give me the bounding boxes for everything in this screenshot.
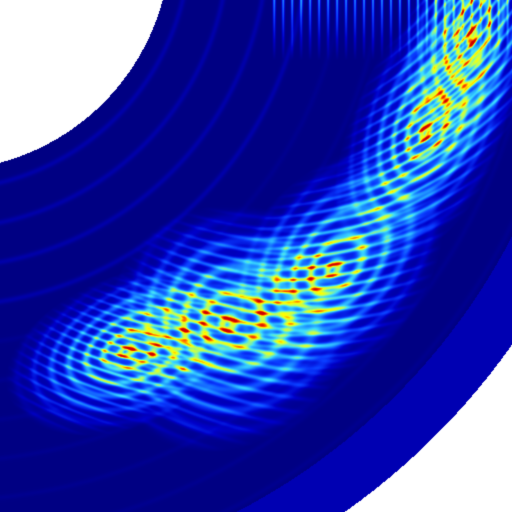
fractal-ring-image bbox=[0, 0, 512, 512]
